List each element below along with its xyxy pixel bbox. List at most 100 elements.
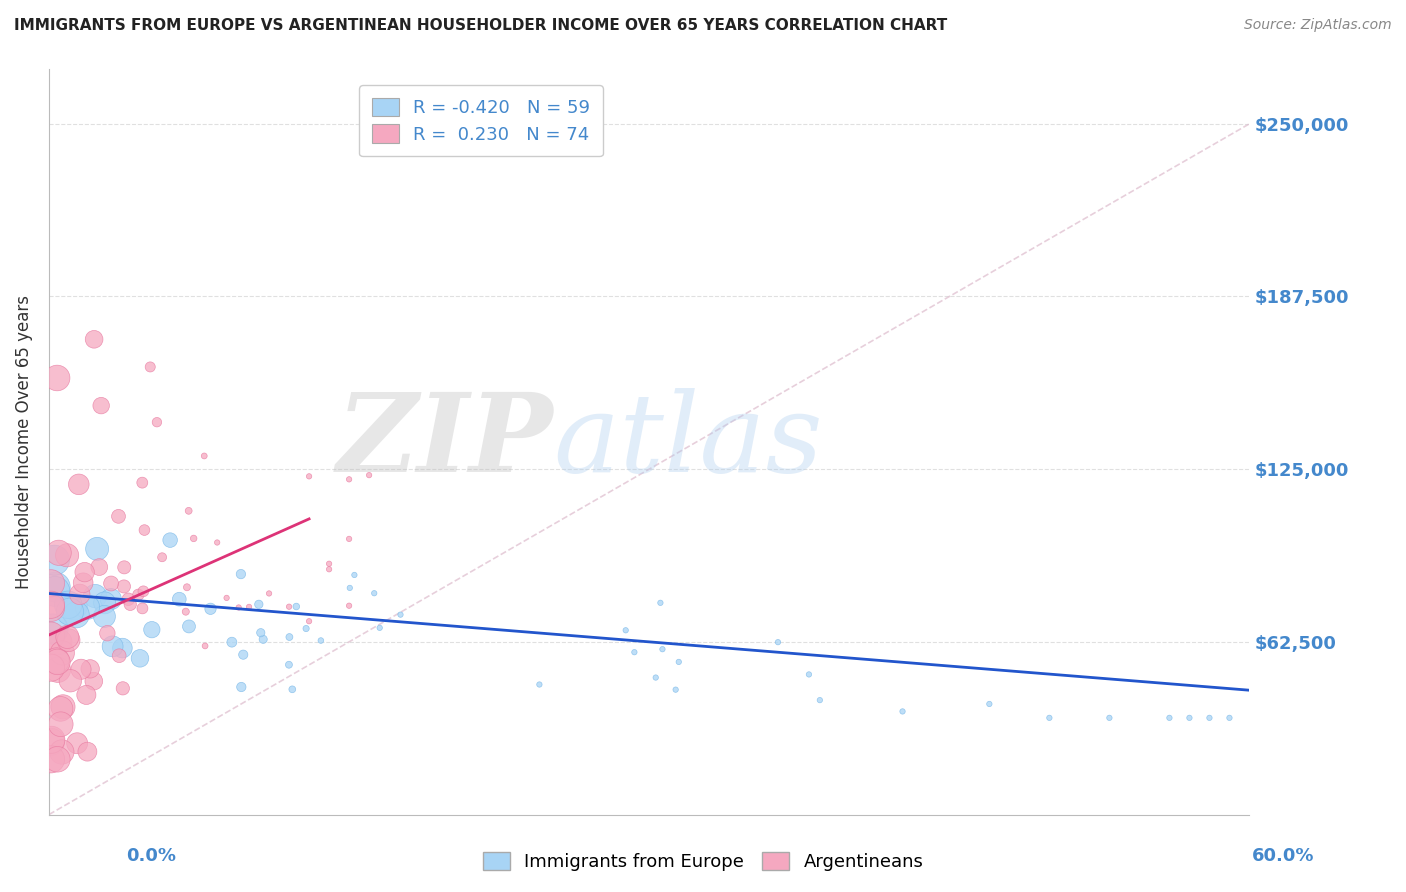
Point [318,562,340,576]
Point [69,587,91,601]
Point [107,509,129,524]
Point [309,633,332,648]
Point [298,469,321,483]
Point [39,576,62,591]
Point [39,598,62,612]
Point [221,635,243,649]
Point [131,475,153,490]
Point [1038,711,1060,725]
Text: 0.0%: 0.0% [127,847,177,865]
Point [132,584,155,599]
Point [127,588,149,602]
Point [650,596,672,610]
Point [232,648,254,662]
Point [298,614,321,628]
Point [39,735,62,749]
Text: ZIP: ZIP [336,388,553,495]
Point [111,681,134,696]
Point [281,682,304,697]
Point [797,667,820,681]
Point [66,736,89,750]
Point [100,576,122,591]
Point [44,553,66,567]
Point [134,523,156,537]
Point [766,635,789,649]
Point [75,688,97,702]
Point [96,626,118,640]
Point [46,655,69,669]
Point [131,601,153,615]
Point [44,580,66,594]
Point [252,632,274,647]
Legend: R = -0.420   N = 59, R =  0.230   N = 74: R = -0.420 N = 59, R = 0.230 N = 74 [360,85,603,156]
Legend: Immigrants from Europe, Argentineans: Immigrants from Europe, Argentineans [475,845,931,879]
Point [193,449,215,463]
Point [129,651,152,665]
Text: atlas: atlas [553,388,823,495]
Point [228,600,250,615]
Point [159,533,181,548]
Point [76,600,98,615]
Point [46,752,69,766]
Point [63,599,86,614]
Point [93,609,115,624]
Point [83,674,105,689]
Point [231,680,253,694]
Point [1098,711,1121,725]
Point [141,623,163,637]
Point [117,592,139,607]
Point [49,702,72,716]
Point [343,568,366,582]
Point [56,549,79,563]
Point [100,592,122,607]
Point [205,535,228,549]
Point [46,663,69,677]
Point [56,598,79,612]
Point [389,607,412,622]
Point [52,699,75,714]
Point [150,550,173,565]
Point [363,586,385,600]
Point [67,477,90,491]
Point [49,717,72,731]
Point [169,592,191,607]
Point [339,581,361,595]
Y-axis label: Householder Income Over 65 years: Householder Income Over 65 years [15,294,32,589]
Point [1159,711,1181,725]
Point [614,624,637,638]
Point [337,472,360,486]
Point [112,560,135,574]
Point [101,640,124,654]
Point [90,399,112,413]
Point [337,599,360,613]
Point [174,605,197,619]
Point [48,635,70,649]
Point [120,598,142,612]
Point [278,599,301,614]
Point [59,673,82,688]
Point [215,591,238,605]
Text: 60.0%: 60.0% [1253,847,1315,865]
Point [42,622,65,636]
Point [39,660,62,674]
Point [56,630,79,644]
Point [108,648,131,663]
Point [70,662,93,676]
Text: IMMIGRANTS FROM EUROPE VS ARGENTINEAN HOUSEHOLDER INCOME OVER 65 YEARS CORRELATI: IMMIGRANTS FROM EUROPE VS ARGENTINEAN HO… [14,18,948,33]
Point [359,468,381,483]
Point [86,541,108,556]
Point [51,745,73,759]
Point [808,693,831,707]
Point [139,359,162,374]
Point [200,602,222,616]
Point [177,504,200,518]
Point [278,657,301,672]
Point [194,639,217,653]
Point [111,641,134,656]
Point [249,625,271,640]
Point [46,371,69,385]
Point [337,532,360,546]
Point [177,619,200,633]
Point [73,565,96,579]
Point [623,645,645,659]
